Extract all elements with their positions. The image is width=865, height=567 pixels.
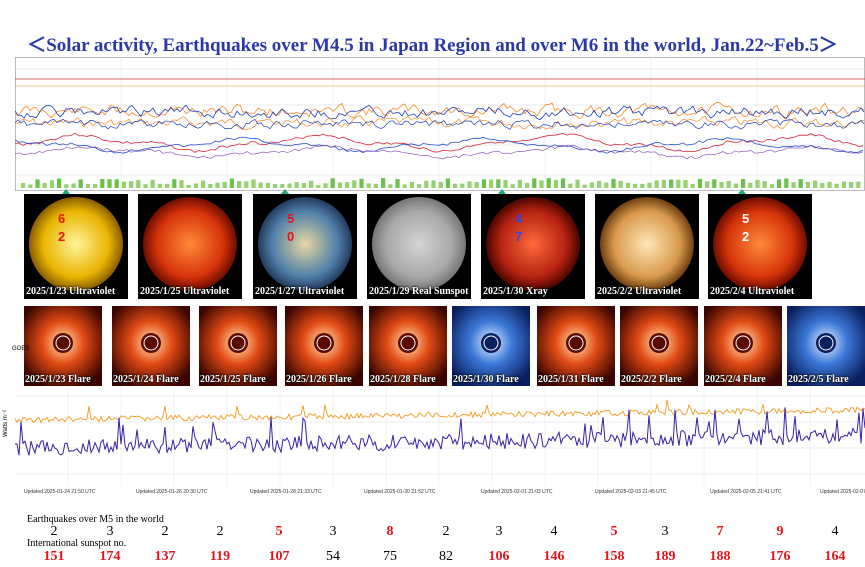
flare-image: 2025/1/25 Flare <box>199 306 277 386</box>
sunspot-label: International sunspot no. <box>27 538 127 549</box>
sunspot-count: 107 <box>268 549 290 564</box>
goes-xray-plot <box>15 386 865 498</box>
sun-mark-label: 4 <box>515 211 523 226</box>
flare-image-caption: 2025/1/24 Flare <box>113 374 179 385</box>
sun-image-caption: 2025/1/25 Ultraviolet <box>140 286 230 297</box>
sunspot-count: 164 <box>824 549 846 564</box>
earthquake-count: 4 <box>831 524 839 539</box>
sunspot-count: 137 <box>154 549 176 564</box>
earthquake-count: 4 <box>550 524 558 539</box>
bz-line-orange <box>15 115 865 131</box>
sunspot-count: 119 <box>209 549 231 564</box>
sun-image: 2025/1/25 Ultraviolet <box>138 194 242 299</box>
flare-image-caption: 2025/2/2 Flare <box>621 374 682 385</box>
flare-image-caption: 2025/1/23 Flare <box>25 374 91 385</box>
earthquake-count: 2 <box>216 524 224 539</box>
sun-mark-label: 5 <box>287 211 295 226</box>
earthquake-count: 3 <box>661 524 669 539</box>
sun-mark-label: 2 <box>742 229 750 244</box>
goes-updated-stamp: Updated 2025-02-07 <box>820 489 865 495</box>
goes-updated-stamp: Updated 2025-01-26 20:30 UTC <box>136 489 208 495</box>
flare-image: 2025/1/26 Flare <box>285 306 363 386</box>
flare-image: 2025/1/24 Flare <box>112 306 190 386</box>
density-line-orange <box>15 101 865 120</box>
goes-updated-stamp: Updated 2025-01-24 21:50 UTC <box>24 489 96 495</box>
sunspot-count: 158 <box>603 549 625 564</box>
sun-image: 2025/1/23 Ultraviolet 6 2 <box>24 194 128 299</box>
sunspot-count: 146 <box>543 549 565 564</box>
flare-image: 2025/2/4 Flare <box>704 306 782 386</box>
flare-image: 2025/1/23 Flare <box>24 306 102 386</box>
goes-updated-stamp: Updated 2025-01-30 21:52 UTC <box>364 489 436 495</box>
flare-image-caption: 2025/2/5 Flare <box>788 374 849 385</box>
flare-image-caption: 2025/1/25 Flare <box>200 374 266 385</box>
sun-image: 2025/1/30 Xray 4 7 <box>481 194 585 299</box>
goes-updated-stamp: Updated 2025-02-03 21:45 UTC <box>595 489 667 495</box>
sunspot-count: 151 <box>43 549 65 564</box>
earthquake-count: 5 <box>275 524 283 539</box>
earthquake-count: 8 <box>386 524 394 539</box>
flare-image-caption: 2025/1/26 Flare <box>286 374 352 385</box>
sunspot-count: 174 <box>99 549 121 564</box>
sun-image-caption: 2025/1/23 Ultraviolet <box>26 286 116 297</box>
speed-line-purple <box>15 144 864 160</box>
sunspot-count: 188 <box>709 549 731 564</box>
speed-line-blue <box>15 136 864 154</box>
earthquake-count: 3 <box>329 524 337 539</box>
flare-image-caption: 2025/2/4 Flare <box>705 374 766 385</box>
earthquake-label: Earthquakes over M5 in the world <box>27 514 164 525</box>
earthquake-count: 3 <box>495 524 503 539</box>
flare-image: 2025/1/30 Flare <box>452 306 530 386</box>
flare-image-caption: 2025/1/31 Flare <box>538 374 604 385</box>
flare-image: 2025/1/31 Flare <box>537 306 615 386</box>
sunspot-count: 82 <box>439 549 453 564</box>
flare-image: 2025/2/2 Flare <box>620 306 698 386</box>
goes-ylabel: Watts m⁻² <box>2 410 9 437</box>
goes-updated-stamp: Updated 2025-01-28 21:33 UTC <box>250 489 322 495</box>
sunspot-count: 75 <box>383 549 397 564</box>
sun-image-caption: 2025/1/27 Ultraviolet <box>255 286 345 297</box>
density-line-blue <box>15 104 865 121</box>
bz-line-blue <box>15 118 865 130</box>
earthquake-count: 3 <box>106 524 114 539</box>
sunspot-count: 54 <box>326 549 340 564</box>
kp-index-bars <box>21 178 861 188</box>
goes-short-channel-line <box>15 407 865 456</box>
earthquake-count: 5 <box>610 524 618 539</box>
speed-line-red <box>15 132 864 153</box>
flare-image: 2025/1/28 Flare <box>369 306 447 386</box>
earthquake-count: 2 <box>50 524 58 539</box>
goes-updated-stamp: Updated 2025-02-01 21:03 UTC <box>481 489 553 495</box>
flare-image: 2025/2/5 Flare <box>787 306 865 386</box>
sun-image-caption: 2025/2/2 Ultraviolet <box>597 286 682 297</box>
sun-image-caption: 2025/1/29 Real Sunspot <box>369 286 469 297</box>
sun-mark-label: 2 <box>58 229 66 244</box>
solar-wind-plot <box>15 57 865 191</box>
sun-mark-label: 7 <box>515 229 523 244</box>
sunspot-count: 176 <box>769 549 791 564</box>
goes-label: GOES <box>12 346 30 352</box>
sunspot-count: 106 <box>488 549 510 564</box>
goes-updated-stamp: Updated 2025-02-05 21:41 UTC <box>710 489 782 495</box>
earthquake-count: 2 <box>442 524 450 539</box>
goes-long-channel-line <box>15 399 865 424</box>
sun-image: 2025/1/27 Ultraviolet 5 0 <box>253 194 357 299</box>
sun-image: 2025/2/2 Ultraviolet <box>595 194 699 299</box>
sun-mark-label: 6 <box>58 211 66 226</box>
earthquake-count: 2 <box>161 524 169 539</box>
earthquake-count: 9 <box>776 524 784 539</box>
page-title: ＜Solar activity, Earthquakes over M4.5 i… <box>27 35 838 56</box>
earthquake-count: 7 <box>716 524 724 539</box>
sun-mark-label: 0 <box>287 229 295 244</box>
sun-image-caption: 2025/2/4 Ultraviolet <box>710 286 795 297</box>
sun-image: 2025/1/29 Real Sunspot <box>367 194 471 299</box>
sun-image-caption: 2025/1/30 Xray <box>483 286 548 297</box>
flare-image-caption: 2025/1/30 Flare <box>453 374 519 385</box>
flare-image-caption: 2025/1/28 Flare <box>370 374 436 385</box>
sun-mark-label: 5 <box>742 211 750 226</box>
sunspot-count: 189 <box>654 549 676 564</box>
sun-image: 2025/2/4 Ultraviolet 5 2 <box>708 194 812 299</box>
